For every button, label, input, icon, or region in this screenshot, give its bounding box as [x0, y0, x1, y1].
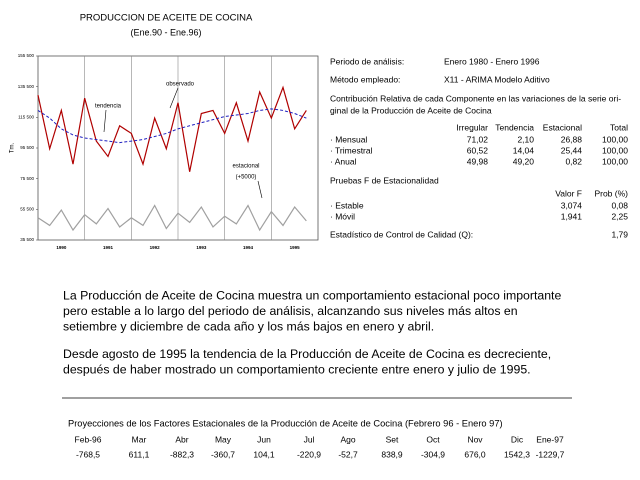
cell: 49,20 [513, 156, 535, 166]
projection-value: -52,7 [338, 449, 358, 459]
value: 1,79 [611, 229, 628, 239]
month: Jun [257, 434, 271, 444]
heading: Pruebas F de Estacionalidad [330, 175, 439, 185]
projection-value: 611,1 [129, 449, 150, 459]
paragraph-line: pero estable a lo largo del periodo de a… [63, 304, 518, 318]
annotation: tendencia [95, 104, 122, 110]
y-tick-label: 35 500 [20, 237, 34, 242]
month: Abr [175, 434, 188, 444]
cell: 2,25 [611, 211, 628, 221]
x-tick-label: 1993 [196, 245, 207, 250]
series-line [37, 108, 307, 144]
cell: 71,02 [467, 134, 489, 144]
label: Estadístico de Control de Calidad (Q): [330, 229, 473, 239]
annotation: (+5000) [236, 175, 257, 181]
cell: 100,00 [602, 156, 628, 166]
y-label: Tm. [10, 143, 16, 154]
cell: 100,00 [602, 134, 628, 144]
projection-value: 838,9 [381, 449, 403, 459]
paragraph-line: setiembre y diciembre de cada año y los … [63, 319, 434, 333]
month: Set [386, 434, 399, 444]
x-tick-label: 1990 [56, 245, 67, 250]
projection-value: -360,7 [211, 449, 235, 459]
cell: 0,08 [611, 200, 628, 210]
month: May [215, 434, 232, 444]
value: Enero 1980 - Enero 1996 [444, 56, 540, 66]
heading: Contribución Relativa de cada Componente… [330, 93, 621, 103]
series-line [37, 85, 307, 172]
column-header: Irregular [456, 122, 488, 132]
cell: 60,52 [467, 145, 489, 155]
cell: 14,04 [513, 145, 535, 155]
value: X11 - ARIMA Modelo Aditivo [444, 74, 550, 84]
cell: 100,00 [602, 145, 628, 155]
projection-value: -768,5 [76, 449, 100, 459]
month: Jul [304, 434, 315, 444]
projection-value: 104,1 [253, 449, 275, 459]
y-tick-label: 95 500 [20, 145, 34, 150]
y-tick-label: 155 500 [18, 53, 35, 58]
cell: 25,44 [561, 145, 583, 155]
month: Oct [426, 434, 440, 444]
cell: 2,10 [517, 134, 534, 144]
y-tick-label: 115 500 [18, 115, 34, 120]
cell: 0,82 [565, 156, 582, 166]
x-tick-label: 1995 [290, 245, 301, 250]
paragraph-line: La Producción de Aceite de Cocina muestr… [63, 288, 561, 302]
month: Nov [467, 434, 483, 444]
arrow [103, 109, 107, 133]
column-header: Total [610, 122, 628, 132]
row-label: · Móvil [330, 211, 355, 221]
projections-title: Proyecciones de los Factores Estacionale… [68, 418, 503, 428]
row-label: · Estable [330, 200, 364, 210]
label: Método empleado: [330, 74, 400, 84]
y-tick-label: 55 500 [20, 207, 34, 212]
y-tick-label: 75 500 [20, 176, 34, 181]
projection-value: -220,9 [297, 449, 321, 459]
projection-value: -304,9 [421, 449, 445, 459]
row-label: · Mensual [330, 134, 367, 144]
x-tick-label: 1994 [243, 245, 254, 250]
annotation: estacional [232, 164, 259, 170]
paragraph-line: después de haber mostrado un comportamie… [63, 362, 531, 376]
column-header: Prob (%) [594, 188, 628, 198]
label: Periodo de análisis: [330, 56, 404, 66]
chart-subtitle: (Ene.90 - Ene.96) [130, 27, 201, 37]
projection-value: 1542,3 [504, 449, 530, 459]
projection-value: -1229,7 [536, 449, 565, 459]
x-tick-label: 1992 [150, 245, 161, 250]
month: Dic [511, 434, 524, 444]
month: Ene-97 [536, 434, 564, 444]
series-line [37, 204, 307, 232]
projection-value: -882,3 [170, 449, 194, 459]
row-label: · Trimestral [330, 145, 373, 155]
x-tick-label: 1991 [103, 245, 114, 250]
cell: 26,88 [561, 134, 583, 144]
y-tick-label: 135 500 [18, 84, 35, 89]
column-header: Estacional [543, 122, 582, 132]
paragraph-line: Desde agosto de 1995 la tendencia de la … [63, 347, 551, 361]
heading: ginal de la Producción de Aceite de Coci… [330, 105, 492, 115]
month: Ago [340, 434, 355, 444]
column-header: Valor F [555, 188, 582, 198]
arrow [257, 180, 263, 199]
cell: 3,074 [561, 200, 583, 210]
column-header: Tendencia [495, 122, 534, 132]
row-label: · Anual [330, 156, 357, 166]
month: Feb-96 [75, 434, 102, 444]
arrow [169, 87, 179, 109]
month: Mar [132, 434, 147, 444]
projection-value: 676,0 [464, 449, 486, 459]
annotation: observado [166, 82, 195, 88]
cell: 1,941 [561, 211, 583, 221]
chart-title: PRODUCCION DE ACEITE DE COCINA [80, 13, 253, 24]
cell: 49,98 [467, 156, 489, 166]
